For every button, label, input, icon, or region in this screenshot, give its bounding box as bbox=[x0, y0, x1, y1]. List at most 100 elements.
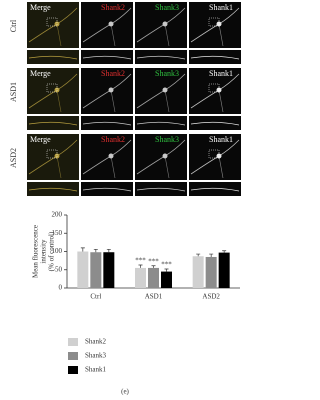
zoom-strip bbox=[81, 182, 133, 196]
micrograph bbox=[81, 2, 133, 48]
zoom-strip bbox=[135, 50, 187, 64]
neurite bbox=[218, 155, 224, 179]
zoom-neurite bbox=[136, 187, 186, 192]
y-tick-label: 0 bbox=[59, 284, 63, 292]
zoom-strip bbox=[189, 50, 241, 64]
column-label: Shank1 bbox=[209, 69, 233, 78]
zoom-strip bbox=[135, 182, 187, 196]
neurite bbox=[164, 23, 170, 47]
soma bbox=[162, 87, 168, 93]
zoom-box bbox=[208, 149, 220, 159]
zoom-strip bbox=[81, 116, 133, 130]
zoom-neurite bbox=[82, 187, 132, 192]
bar bbox=[218, 252, 230, 288]
significance: *** bbox=[161, 261, 172, 269]
error-bar bbox=[196, 253, 201, 257]
zoom-strip bbox=[189, 182, 241, 196]
column-label: Shank1 bbox=[209, 3, 233, 12]
micrograph bbox=[81, 68, 133, 114]
micrograph bbox=[189, 134, 241, 180]
legend-label: Shank2 bbox=[85, 338, 107, 346]
column-label: Merge bbox=[30, 69, 51, 78]
zoom-neurite bbox=[82, 121, 132, 126]
error-bar bbox=[222, 250, 227, 253]
bar bbox=[148, 267, 159, 288]
zoom-neurite bbox=[190, 187, 240, 192]
neurite bbox=[56, 23, 62, 47]
neurite bbox=[110, 23, 116, 47]
micrograph bbox=[135, 68, 187, 114]
figure: (e) Ctrl Merge Shank2 Shank3 Shank1 ASD1 Merge… bbox=[9, 2, 241, 396]
zoom-strip bbox=[27, 50, 79, 64]
x-tick-label: ASD1 bbox=[145, 293, 163, 301]
column-label: Shank2 bbox=[101, 3, 125, 12]
bar bbox=[205, 256, 217, 288]
significance: *** bbox=[135, 257, 146, 265]
significance: *** bbox=[148, 257, 159, 265]
soma bbox=[108, 153, 114, 159]
neurite bbox=[56, 155, 62, 179]
error-bar bbox=[151, 265, 156, 268]
zoom-neurite bbox=[28, 187, 78, 192]
zoom-neurite bbox=[28, 121, 78, 126]
neurite bbox=[218, 89, 224, 113]
column-label: Shank3 bbox=[155, 3, 179, 12]
bar bbox=[192, 256, 204, 288]
bar bbox=[90, 252, 102, 288]
y-tick-label: 100 bbox=[52, 247, 63, 255]
panel-label: (e) bbox=[121, 388, 129, 396]
zoom-strip bbox=[27, 182, 79, 196]
soma bbox=[108, 87, 114, 93]
micrograph bbox=[27, 2, 79, 48]
zoom-neurite bbox=[136, 55, 186, 60]
soma bbox=[162, 21, 168, 27]
error-bar bbox=[138, 264, 143, 268]
micrograph bbox=[81, 134, 133, 180]
legend-swatch bbox=[68, 338, 78, 346]
error-bar bbox=[80, 247, 85, 252]
neurite bbox=[110, 155, 116, 179]
zoom-box bbox=[46, 83, 58, 93]
zoom-box bbox=[46, 17, 58, 27]
neurite bbox=[56, 89, 62, 113]
zoom-box bbox=[46, 149, 58, 159]
neurite bbox=[164, 89, 170, 113]
column-label: Shank1 bbox=[209, 135, 233, 144]
legend-swatch bbox=[68, 352, 78, 360]
legend-label: Shank1 bbox=[85, 366, 107, 374]
x-tick-label: ASD2 bbox=[202, 293, 220, 301]
column-label: Shank2 bbox=[101, 69, 125, 78]
error-bar bbox=[209, 253, 214, 257]
y-tick-label: 200 bbox=[52, 211, 63, 219]
bar bbox=[135, 267, 146, 288]
legend-label: Shank3 bbox=[85, 352, 107, 360]
y-tick-label: 150 bbox=[52, 229, 63, 237]
zoom-neurite bbox=[82, 55, 132, 60]
neurite bbox=[110, 89, 116, 113]
y-axis-label: (% of control) bbox=[48, 231, 56, 271]
error-bar bbox=[93, 248, 98, 253]
legend-swatch bbox=[68, 366, 78, 374]
zoom-neurite bbox=[190, 121, 240, 126]
micrograph bbox=[27, 68, 79, 114]
zoom-neurite bbox=[136, 121, 186, 126]
neurite bbox=[164, 155, 170, 179]
bar bbox=[103, 252, 115, 288]
row-label: ASD1 bbox=[9, 82, 18, 102]
bar bbox=[161, 271, 172, 288]
zoom-box bbox=[208, 83, 220, 93]
zoom-strip bbox=[27, 116, 79, 130]
x-tick-label: Ctrl bbox=[90, 293, 101, 301]
micrograph bbox=[135, 134, 187, 180]
bar bbox=[77, 251, 89, 288]
error-bar bbox=[164, 268, 169, 272]
row-label: ASD2 bbox=[9, 148, 18, 168]
micrograph bbox=[27, 134, 79, 180]
zoom-box bbox=[208, 17, 220, 27]
row-label: Ctrl bbox=[9, 19, 18, 32]
y-axis-label: Mean fluorescence bbox=[32, 225, 40, 278]
zoom-neurite bbox=[28, 55, 78, 60]
soma bbox=[162, 153, 168, 159]
y-axis-label: intensity bbox=[40, 239, 48, 264]
y-tick-label: 50 bbox=[55, 265, 63, 273]
